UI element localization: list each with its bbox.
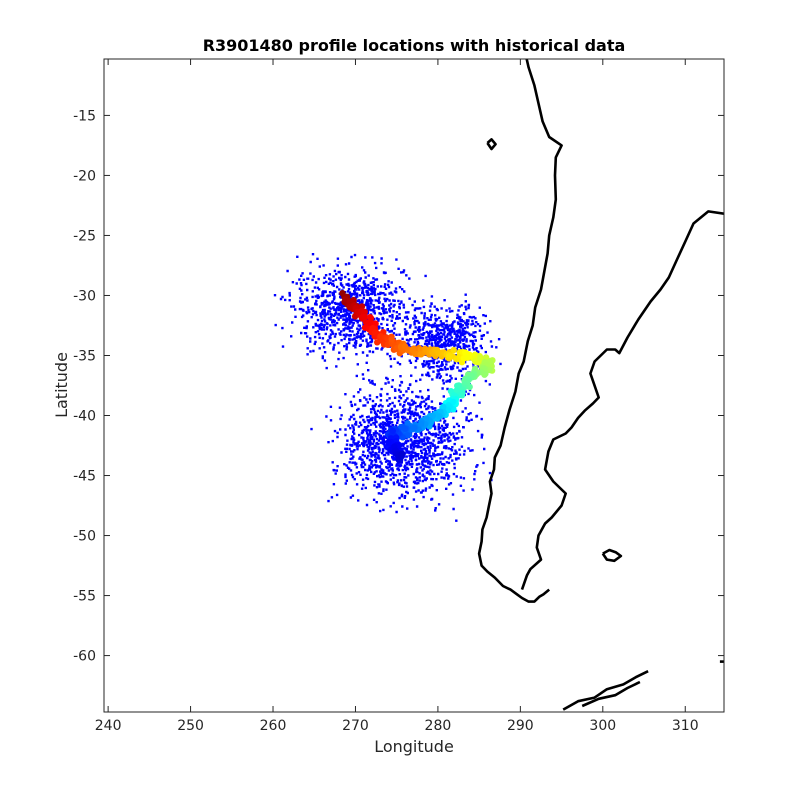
profile-point [464, 354, 471, 361]
y-axis-label: Latitude [52, 352, 71, 418]
profile-point [436, 413, 443, 420]
profile-point [398, 450, 405, 458]
x-tick-label: 260 [260, 718, 287, 734]
x-tick-label: 250 [177, 718, 204, 734]
historical-points [273, 253, 502, 522]
x-tick-label: 290 [507, 718, 534, 734]
profile-point [389, 427, 396, 434]
profile-point [454, 382, 461, 389]
profile-point [367, 314, 374, 321]
y-tick-label: -50 [73, 529, 96, 545]
y-tick-label: -40 [73, 409, 96, 425]
profile-point [371, 329, 379, 336]
profile-point [361, 313, 369, 321]
axis-ticks: 240 250 260 270 280 290 300 310 -15 -20 -25 -30 -35 -… [73, 59, 724, 734]
profile-point [450, 398, 457, 406]
profile-point [365, 320, 372, 327]
profile-point [372, 320, 379, 327]
y-tick-label: -45 [73, 469, 96, 485]
y-tick-label: -25 [73, 228, 96, 244]
y-tick-label: -20 [73, 168, 96, 184]
y-tick-label: -30 [73, 288, 96, 304]
profile-point [374, 339, 381, 346]
coastline-island [601, 548, 623, 563]
profile-point [385, 439, 392, 446]
coastline-east [520, 210, 724, 591]
profile-point [446, 353, 453, 360]
profile-point [388, 336, 395, 343]
float-profile-series [339, 290, 496, 464]
coastline-island [486, 138, 497, 151]
plot-marks [273, 59, 724, 711]
profile-point [472, 358, 479, 365]
y-tick-label: -55 [73, 589, 96, 605]
x-tick-label: 280 [425, 718, 452, 734]
y-tick-label: -35 [73, 348, 96, 364]
historical-series [273, 253, 502, 522]
coastline-island [562, 670, 649, 711]
profile-point [410, 424, 418, 431]
x-tick-label: 300 [589, 718, 616, 734]
profile-point [450, 346, 457, 354]
x-tick-label: 240 [95, 718, 122, 734]
chart-title: R3901480 profile locations with historic… [203, 36, 626, 55]
axes-box [103, 58, 725, 713]
profile-point [422, 415, 430, 422]
profile-point [399, 423, 406, 430]
x-axis-label: Longitude [374, 737, 454, 756]
x-tick-label: 270 [342, 718, 369, 734]
coastline-west [477, 59, 563, 603]
x-tick-label: 310 [672, 718, 699, 734]
coastline-island [581, 680, 641, 708]
coastline [477, 59, 724, 711]
y-tick-label: -60 [73, 649, 96, 665]
y-tick-label: -15 [73, 108, 96, 124]
plot-area [104, 59, 724, 712]
profile-point [477, 354, 484, 361]
